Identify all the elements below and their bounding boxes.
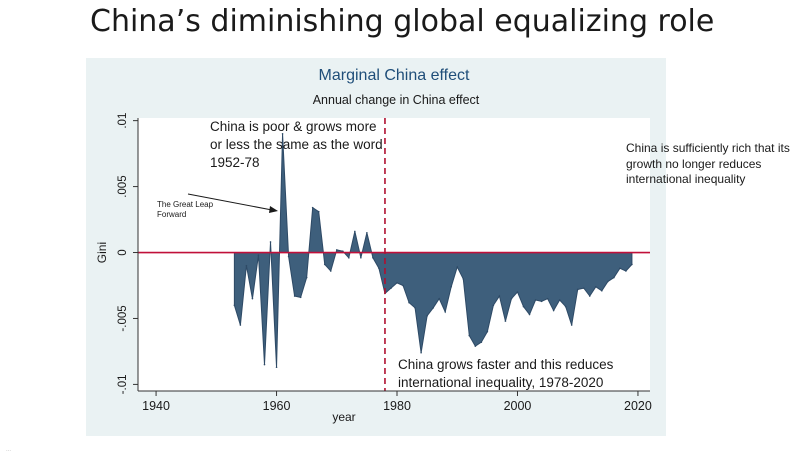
x-tick-label: 1960: [263, 399, 291, 413]
data-point: [305, 276, 308, 279]
annotation-china-rich: China is sufficiently rich that its grow…: [626, 141, 790, 186]
data-point: [594, 286, 597, 288]
data-point: [257, 254, 260, 256]
data-point: [558, 299, 561, 301]
data-point: [504, 320, 507, 322]
data-point: [432, 307, 434, 309]
data-point: [534, 299, 537, 301]
series-area: [233, 133, 633, 368]
slide-title: China’s diminishing global equalizing ro…: [90, 4, 715, 39]
data-point: [378, 267, 380, 270]
data-point: [323, 263, 326, 266]
data-point: [601, 289, 603, 292]
data-point: [269, 241, 272, 243]
annotation-china-faster: China grows faster and this reduces inte…: [398, 357, 614, 390]
data-point: [372, 257, 374, 259]
data-point: [510, 297, 513, 300]
data-point: [263, 363, 266, 366]
annotation-china-poor: China is poor & grows more or less the s…: [210, 119, 383, 170]
data-point: [438, 297, 440, 300]
chart-panel: Marginal China effect Annual change in C…: [86, 58, 666, 436]
data-point: [414, 307, 416, 309]
data-point: [546, 297, 549, 300]
data-point: [480, 341, 483, 344]
data-point: [342, 250, 344, 252]
data-point: [317, 210, 320, 213]
data-point: [450, 286, 453, 288]
data-point: [522, 305, 525, 308]
data-point: [233, 304, 236, 307]
footer-mark: ...: [6, 447, 12, 453]
data-point: [420, 351, 422, 354]
data-point: [588, 295, 591, 297]
data-point: [468, 334, 471, 337]
data-point: [275, 366, 278, 369]
data-point: [570, 324, 573, 326]
leap-arrow-head: [269, 206, 278, 213]
chart-svg: Marginal China effect Annual change in C…: [95, 67, 652, 424]
y-tick-label: .005: [117, 175, 129, 197]
data-point: [281, 133, 284, 135]
data-point: [329, 270, 332, 272]
data-point: [607, 280, 609, 283]
data-point: [348, 257, 350, 259]
x-tick-label: 1980: [383, 399, 411, 413]
data-point: [456, 266, 459, 268]
y-tick-label: -.01: [117, 374, 129, 394]
data-point: [293, 295, 296, 297]
y-tick-label: .01: [117, 113, 129, 129]
data-point: [311, 206, 314, 209]
annotation-great-leap: The Great Leap Forward: [157, 200, 214, 219]
x-axis-label: year: [332, 410, 355, 424]
data-point: [492, 304, 495, 307]
data-point: [426, 315, 428, 317]
x-tick-label: 2000: [504, 399, 532, 413]
data-point: [576, 288, 579, 291]
data-point: [631, 263, 633, 266]
data-point: [245, 264, 248, 267]
data-point: [474, 345, 477, 347]
data-point: [239, 324, 242, 326]
data-point: [366, 231, 368, 234]
x-tick-label: 1940: [142, 399, 170, 413]
chart-subtitle: Annual change in China effect: [313, 93, 480, 107]
data-point: [552, 309, 555, 312]
data-point: [299, 296, 302, 299]
data-point: [486, 330, 489, 333]
data-point: [354, 230, 356, 233]
data-point: [528, 313, 531, 316]
data-point: [287, 255, 290, 258]
data-point: [582, 287, 585, 289]
chart-title: Marginal China effect: [319, 67, 470, 84]
data-point: [402, 284, 404, 287]
data-point: [619, 267, 621, 270]
data-point: [335, 249, 338, 251]
data-point: [360, 257, 362, 259]
data-point: [396, 282, 398, 284]
x-tick-label: 2020: [624, 399, 652, 413]
data-point: [390, 287, 392, 289]
data-point: [444, 311, 447, 313]
data-point: [625, 270, 627, 272]
data-point: [540, 300, 543, 303]
y-axis-label: Gini: [95, 242, 109, 263]
data-point: [251, 297, 254, 300]
y-tick-label: 0: [117, 249, 129, 255]
data-point: [564, 305, 567, 308]
data-point: [408, 301, 410, 304]
data-point: [613, 276, 615, 279]
data-point: [498, 295, 501, 297]
y-tick-label: -.005: [117, 305, 129, 331]
data-point: [516, 291, 519, 293]
data-point: [462, 278, 465, 280]
leap-arrow-line: [187, 193, 273, 211]
